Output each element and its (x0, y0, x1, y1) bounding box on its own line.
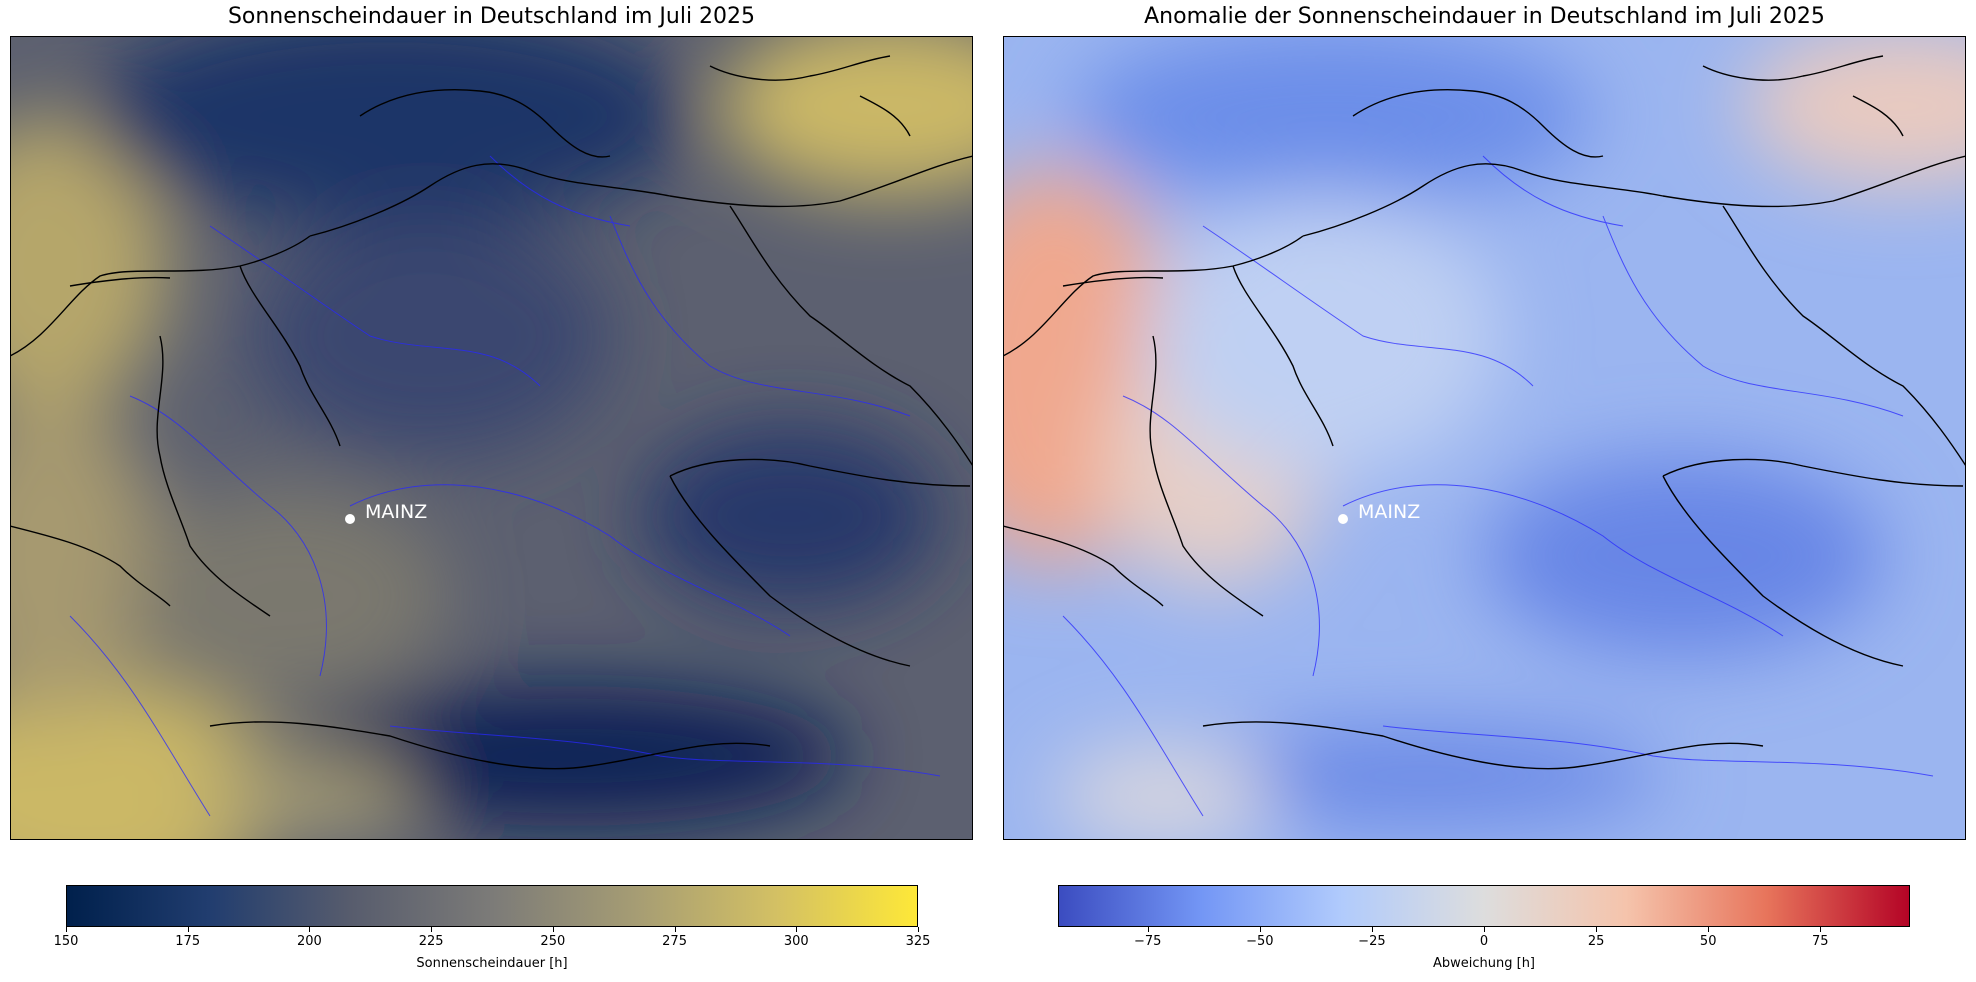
sunshine-colorbar-tick-mark (674, 927, 676, 932)
sunshine-colorbar-tick-label: 275 (662, 934, 687, 949)
anomaly-colorbar-tick-mark (1259, 927, 1261, 932)
anomaly-colorbar-tick-mark (1484, 927, 1485, 932)
sunshine-colorbar-tick-label: 300 (783, 934, 809, 949)
anomaly-colorbar-tick-label: 75 (1812, 934, 1829, 949)
sunshine-colorbar-tick-mark (431, 927, 433, 932)
anomaly-colorbar-tick-label: 25 (1587, 934, 1605, 949)
mainz-label: MAINZ (1358, 501, 1421, 523)
sunshine-map-canvas (10, 36, 973, 840)
anomaly-colorbar-tick-label: 0 (1479, 934, 1489, 949)
sunshine-colorbar-tick-label: 225 (418, 934, 444, 949)
anomaly-colorbar (1058, 885, 1910, 927)
anomaly-colorbar-tick-label: −25 (1358, 934, 1386, 949)
mainz-label: MAINZ (365, 501, 428, 523)
anomaly-colorbar-tick-mark (1820, 927, 1822, 932)
sunshine-colorbar-tick-mark (187, 927, 189, 932)
anomaly-colorbar-label: Abweichung [h] (1432, 956, 1536, 971)
sunshine-colorbar-tick-label: 250 (540, 934, 566, 949)
sunshine-colorbar (66, 885, 918, 927)
sunshine-colorbar-tick-label: 325 (905, 934, 931, 949)
map-title-anomaly: Anomalie der Sonnenscheindauer in Deutsc… (1144, 4, 1825, 29)
anomaly-map: MAINZ (1003, 36, 1966, 840)
anomaly-colorbar-tick-label: 50 (1699, 934, 1717, 949)
sunshine-colorbar-label: Sonnenscheindauer [h] (416, 956, 568, 971)
sunshine-colorbar-tick-label: 150 (53, 934, 79, 949)
anomaly-colorbar-tick-mark (1147, 927, 1149, 932)
sunshine-colorbar-tick-mark (309, 927, 311, 932)
mainz-marker (345, 514, 355, 524)
anomaly-colorbar-tick-mark (1371, 927, 1373, 932)
sunshine-colorbar-tick-label: 175 (175, 934, 201, 949)
map-title-sunshine: Sonnenscheindauer in Deutschland im Juli… (227, 4, 756, 29)
anomaly-colorbar-tick-label: −75 (1133, 934, 1162, 949)
sunshine-colorbar-tick-label: 200 (297, 934, 322, 949)
sunshine-colorbar-tick-mark (796, 927, 798, 932)
sunshine-colorbar-tick-mark (66, 927, 67, 932)
sunshine-colorbar-tick-mark (552, 927, 554, 932)
anomaly-map-canvas (1003, 36, 1966, 840)
anomaly-colorbar-tick-mark (1596, 927, 1598, 932)
sunshine-colorbar-tick-mark (918, 927, 919, 932)
anomaly-colorbar-tick-label: −50 (1246, 934, 1274, 949)
sunshine-map: MAINZ (10, 36, 973, 840)
anomaly-colorbar-tick-mark (1708, 927, 1710, 932)
mainz-marker (1338, 514, 1348, 524)
